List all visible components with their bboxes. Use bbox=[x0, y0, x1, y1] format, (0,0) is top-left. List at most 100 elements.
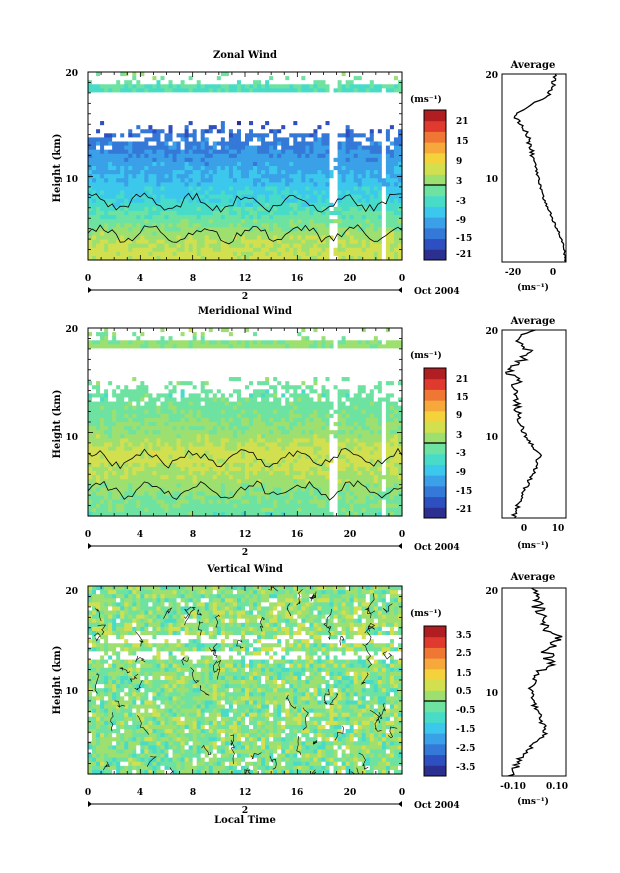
heatmap-cell bbox=[365, 157, 371, 163]
heatmap-cell bbox=[140, 210, 145, 216]
heatmap-cell bbox=[92, 206, 97, 212]
heatmap-cell bbox=[168, 364, 174, 370]
heatmap-cell bbox=[393, 100, 399, 106]
heatmap-cell bbox=[156, 405, 162, 411]
heatmap-cell bbox=[156, 454, 162, 460]
heatmap-cell bbox=[124, 84, 129, 89]
heatmap-cell bbox=[224, 186, 230, 192]
heatmap-cell bbox=[204, 129, 210, 134]
heatmap-cell bbox=[116, 360, 121, 366]
heatmap-cell bbox=[156, 364, 162, 370]
heatmap-cell bbox=[349, 198, 355, 204]
heatmap-cell bbox=[232, 206, 238, 212]
heatmap-cell bbox=[385, 129, 391, 134]
heatmap-cell bbox=[104, 231, 109, 237]
heatmap-cell bbox=[112, 141, 117, 147]
heatmap-cell bbox=[152, 409, 158, 415]
heatmap-cell bbox=[116, 438, 121, 444]
heatmap-cell bbox=[309, 161, 315, 167]
heatmap-cell bbox=[373, 116, 379, 122]
heatmap-cell bbox=[216, 219, 222, 224]
heatmap-cell bbox=[377, 247, 383, 253]
heatmap-cell bbox=[88, 112, 93, 118]
heatmap-cell bbox=[92, 475, 97, 480]
heatmap-cell bbox=[381, 239, 387, 245]
heatmap-cell bbox=[144, 121, 149, 126]
heatmap-cell bbox=[261, 210, 266, 216]
heatmap-cell bbox=[208, 84, 214, 89]
heatmap-cell bbox=[148, 511, 154, 517]
heatmap-cell bbox=[236, 215, 242, 220]
heatmap-cell bbox=[108, 157, 113, 163]
heatmap-cell bbox=[277, 194, 282, 200]
heatmap-cell bbox=[389, 96, 395, 102]
heatmap-cell bbox=[176, 491, 182, 497]
heatmap-cell bbox=[196, 76, 202, 81]
heatmap-cell bbox=[132, 108, 137, 114]
heatmap-cell bbox=[192, 434, 198, 439]
heatmap-cell bbox=[104, 458, 109, 464]
heatmap-cell bbox=[373, 96, 379, 102]
heatmap-cell bbox=[341, 219, 347, 224]
heatmap-cell bbox=[216, 80, 222, 85]
heatmap-cell bbox=[220, 243, 226, 249]
heatmap-cell bbox=[184, 104, 190, 110]
heatmap-cell bbox=[297, 96, 302, 102]
heatmap-cell bbox=[309, 100, 315, 106]
heatmap-cell bbox=[112, 166, 117, 171]
heatmap-cell bbox=[116, 336, 121, 341]
heatmap-cell bbox=[176, 372, 182, 378]
heatmap-cell bbox=[124, 206, 129, 212]
heatmap-cell bbox=[152, 104, 158, 110]
heatmap-cell bbox=[164, 96, 170, 102]
heatmap-cell bbox=[140, 397, 145, 403]
heatmap-cell bbox=[128, 377, 133, 382]
heatmap-cell bbox=[349, 129, 355, 134]
heatmap-cell bbox=[192, 84, 198, 89]
heatmap-cell bbox=[116, 385, 121, 390]
heatmap-cell bbox=[249, 170, 254, 175]
heatmap-cell bbox=[261, 141, 266, 147]
heatmap-cell bbox=[389, 141, 395, 147]
heatmap-cell bbox=[112, 499, 117, 505]
heatmap-cell bbox=[136, 393, 141, 399]
heatmap-cell bbox=[369, 235, 375, 241]
heatmap-cell bbox=[389, 125, 395, 130]
avg-y-tick-label: 10 bbox=[485, 175, 498, 185]
heatmap-cell bbox=[397, 112, 403, 118]
heatmap-cell bbox=[212, 227, 218, 232]
heatmap-cell bbox=[104, 495, 109, 501]
heatmap-cell bbox=[108, 405, 113, 411]
heatmap-cell bbox=[389, 166, 395, 171]
heatmap-cell bbox=[148, 235, 154, 241]
heatmap-cell bbox=[389, 190, 395, 196]
colorbar-tick-label: -9 bbox=[456, 216, 466, 226]
heatmap-cell bbox=[144, 446, 149, 452]
heatmap-cell bbox=[385, 206, 391, 212]
heatmap-cell bbox=[317, 182, 323, 188]
heatmap-cell bbox=[345, 235, 351, 241]
heatmap-cell bbox=[136, 352, 141, 358]
heatmap-cell bbox=[96, 133, 101, 138]
heatmap-cell bbox=[104, 372, 109, 378]
heatmap-cell bbox=[172, 364, 178, 370]
heatmap-cell bbox=[236, 108, 242, 114]
heatmap-cell bbox=[289, 166, 294, 171]
heatmap-cell bbox=[345, 219, 351, 224]
heatmap-cell bbox=[397, 198, 403, 204]
heatmap-cell bbox=[172, 462, 178, 468]
heatmap-cell bbox=[353, 235, 359, 241]
heatmap-cell bbox=[116, 145, 121, 151]
heatmap-cell bbox=[176, 104, 182, 110]
heatmap-cell bbox=[297, 104, 302, 110]
heatmap-cell bbox=[132, 137, 137, 143]
heatmap-cell bbox=[317, 149, 323, 155]
heatmap-cell bbox=[245, 100, 250, 106]
heatmap-cell bbox=[92, 360, 97, 366]
heatmap-cell bbox=[160, 475, 166, 480]
heatmap-cell bbox=[172, 104, 178, 110]
heatmap-cell bbox=[132, 166, 137, 171]
heatmap-cell bbox=[132, 223, 137, 228]
heatmap-cell bbox=[196, 116, 202, 122]
heatmap-cell bbox=[140, 454, 145, 460]
